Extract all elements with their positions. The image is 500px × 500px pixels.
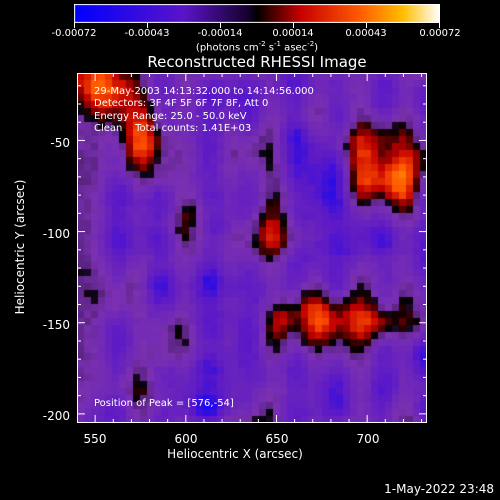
y-tick-label: -50 [50,136,70,150]
y-tick-label: -150 [42,318,70,332]
annotation-time-range: 29-May-2003 14:13:32.000 to 14:14:56.000 [94,86,314,97]
colorbar-tick-label: -0.00072 [51,28,97,39]
colorbar-ticks [74,23,440,28]
y-tick-label: -200 [42,409,70,423]
annotation-clean-counts: Clean Total counts: 1.41E+03 [94,123,252,134]
y-tick-label: -100 [42,227,70,241]
colorbar-tick-label: 0.00043 [345,28,387,39]
plot-frame [77,73,427,423]
x-tick-label: 650 [265,432,289,446]
rhessi-heatmap [77,73,427,423]
annotation-peak-position: Position of Peak = [576,-54] [94,398,234,409]
x-tick-label: 600 [174,432,198,446]
colorbar-gradient [74,4,440,23]
image-title: Reconstructed RHESSI Image [147,53,367,71]
x-tick-label: 550 [83,432,107,446]
timestamp: 1-May-2022 23:48 [384,482,494,496]
y-axis-label: Heliocentric Y (arcsec) [13,179,27,315]
colorbar-tick-label: -0.00014 [197,28,243,39]
colorbar-tick-label: 0.00014 [272,28,314,39]
x-axis-label: Heliocentric X (arcsec) [167,447,303,461]
annotation-detectors: Detectors: 3F 4F 5F 6F 7F 8F, Att 0 [94,98,269,109]
colorbar-tick-label: -0.00043 [124,28,170,39]
annotation-energy-range: Energy Range: 25.0 - 50.0 keV [94,111,247,122]
plot-border [77,73,427,423]
colorbar-units: (photons cm-2 s-1 asec-2) [195,40,319,54]
colorbar-tick-label: 0.00072 [419,28,461,39]
x-tick-label: 700 [356,432,380,446]
colorbar [74,4,440,23]
